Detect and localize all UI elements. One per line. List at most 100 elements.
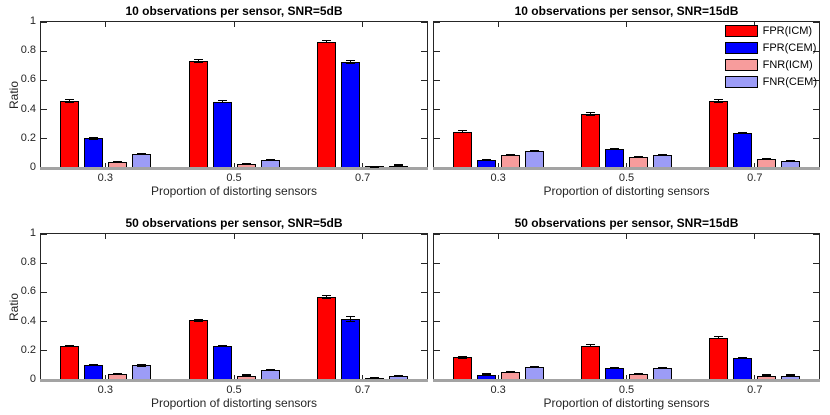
error-bar — [586, 343, 595, 348]
error-bar — [786, 160, 796, 163]
zero-baseline — [433, 379, 820, 382]
x-tick-mark — [362, 375, 364, 380]
zero-baseline — [40, 167, 428, 170]
error-bar-cap — [786, 160, 796, 162]
bar-fpr-icm- — [581, 113, 600, 168]
error-bar-cap — [241, 163, 251, 165]
y-tick-label: 0.2 — [20, 343, 36, 356]
bar-fnr-cem- — [131, 365, 151, 380]
x-tick-mark — [626, 375, 627, 380]
bar-fpr-cem- — [212, 345, 232, 380]
subplot-10obs-snr15: 10 observations per sensor, SNR=15dB Pro… — [433, 4, 820, 198]
error-bar-cap — [217, 102, 227, 104]
y-tick-mark — [434, 321, 440, 323]
error-bar — [714, 335, 724, 340]
error-bar-cap — [346, 320, 356, 322]
y-tick-mark — [421, 233, 427, 235]
error-bar-cap — [481, 158, 491, 160]
x-tick-mark — [497, 163, 499, 168]
x-tick-mark — [104, 234, 106, 239]
y-tick-mark — [434, 262, 440, 264]
y-tick-mark — [41, 138, 47, 140]
error-bar-cap — [136, 152, 146, 154]
x-tick-mark — [233, 22, 235, 27]
error-bar-cap — [529, 366, 539, 368]
legend-item-fpr-icm: FPR(ICM) — [724, 25, 817, 37]
error-bar-cap — [658, 153, 667, 155]
bar-fpr-cem- — [605, 149, 624, 168]
y-tick-mark — [41, 262, 47, 264]
y-tick-label: 0.6 — [20, 285, 36, 298]
error-bar-cap — [634, 156, 643, 158]
error-bar-line — [68, 99, 70, 103]
error-bar-line — [590, 111, 591, 117]
error-bar — [241, 163, 251, 166]
error-bar-cap — [658, 367, 667, 369]
y-tick-mark — [813, 291, 819, 293]
bar-fpr-icm- — [317, 296, 337, 380]
error-bar — [481, 373, 491, 376]
zero-baseline — [40, 379, 428, 382]
error-bar-cap — [505, 370, 515, 372]
error-bar — [64, 99, 74, 103]
error-bar-cap — [88, 136, 98, 138]
bar-fpr-cem- — [733, 132, 753, 168]
error-bar-cap — [370, 376, 380, 378]
error-bar-cap — [586, 111, 595, 113]
bar-fpr-cem- — [341, 318, 361, 380]
error-bar-cap — [88, 138, 98, 140]
bar-fpr-cem- — [83, 365, 103, 380]
bar-fpr-icm- — [188, 60, 208, 168]
error-bar-line — [718, 335, 720, 340]
error-bar-cap — [457, 129, 467, 131]
error-bar — [786, 374, 796, 377]
error-bar-line — [326, 40, 328, 44]
error-bar — [394, 164, 404, 167]
zero-baseline — [433, 167, 820, 170]
chart-title: 10 observations per sensor, SNR=5dB — [125, 4, 343, 18]
error-bar-cap — [64, 101, 74, 103]
x-axis-label: Proportion of distorting sensors — [543, 184, 710, 198]
x-tick-mark — [754, 22, 756, 27]
bar-fpr-icm- — [709, 337, 729, 380]
y-tick-label: 0 — [29, 373, 36, 385]
x-tick-mark — [754, 375, 756, 380]
y-tick-mark — [434, 79, 440, 81]
y-tick-mark — [813, 109, 819, 111]
error-bar-cap — [193, 58, 203, 60]
x-tick-mark — [104, 375, 106, 380]
y-tick-label: 0.4 — [20, 314, 36, 327]
error-bar-cap — [529, 151, 539, 153]
error-bar-cap — [481, 374, 491, 376]
bar-fpr-cem- — [212, 101, 232, 168]
x-tick-mark — [626, 22, 627, 27]
error-bar-cap — [610, 149, 619, 151]
error-bar — [193, 58, 203, 63]
x-tick-label: 0.5 — [618, 384, 635, 396]
error-bar — [346, 60, 356, 64]
bar-fpr-cem- — [83, 138, 103, 168]
x-tick-label: 0.7 — [747, 172, 763, 184]
y-tick-mark — [434, 233, 440, 235]
error-bar-cap — [241, 164, 251, 166]
bar-fpr-icm- — [452, 357, 472, 380]
error-bar-cap — [786, 375, 796, 377]
x-tick-mark — [233, 375, 235, 380]
y-tick-mark — [41, 109, 47, 111]
y-tick-label: 1 — [29, 227, 36, 239]
legend-item-fpr-cem: FPR(CEM) — [724, 42, 817, 54]
error-bar-cap — [193, 318, 203, 320]
error-bar-cap — [64, 345, 74, 347]
chart-title: 50 observations per sensor, SNR=15dB — [514, 216, 739, 230]
error-bar — [586, 111, 595, 117]
error-bar-line — [461, 356, 463, 359]
error-bar-cap — [394, 374, 404, 376]
error-bar-cap — [394, 375, 404, 377]
error-bar-cap — [88, 365, 98, 367]
error-bar-cap — [457, 132, 467, 134]
subplot-10obs-snr5: 10 observations per sensor, SNR=5dB Rati… — [7, 4, 428, 198]
error-bar-cap — [457, 356, 467, 358]
error-bar-cap — [112, 372, 122, 374]
error-bar-cap — [714, 101, 724, 103]
